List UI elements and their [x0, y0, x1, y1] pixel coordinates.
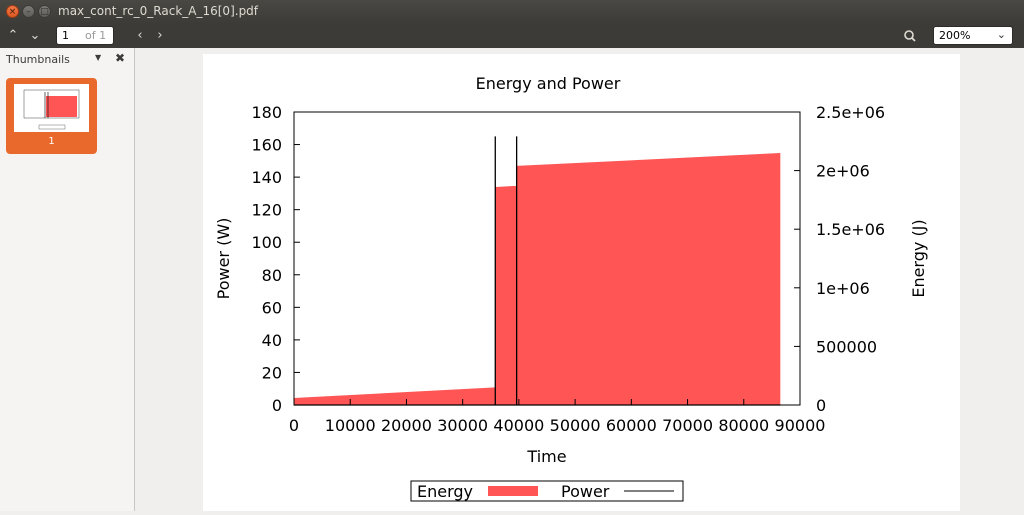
- zoom-select[interactable]: 200% ⌄: [933, 26, 1013, 45]
- x-tick-label: 90000: [775, 416, 826, 435]
- y-tick-label: 80: [262, 266, 282, 285]
- document-viewer[interactable]: Energy and Power 0 20 40 60 80 100 120 140 160 18…: [136, 48, 1024, 511]
- x-tick-label: 80000: [718, 416, 769, 435]
- y2-tick-label: 0: [816, 396, 826, 415]
- search-icon: [904, 30, 916, 42]
- y2-axis-label: Energy (J): [909, 219, 928, 297]
- x-tick-label: 50000: [550, 416, 601, 435]
- y2-axis-tick-labels: 0 500000 1e+06 1.5e+06 2e+06 2.5e+06: [816, 103, 885, 415]
- sidebar: Thumbnails ▼ ✖ 1: [0, 48, 135, 511]
- chevron-up-icon: ⌃: [7, 28, 19, 43]
- page-number-field[interactable]: 1 of 1: [56, 26, 114, 45]
- x-tick-label: 40000: [493, 416, 544, 435]
- sidebar-header: Thumbnails ▼ ✖: [0, 48, 134, 70]
- page-count-label: of 1: [85, 29, 107, 42]
- x-tick-label: 20000: [381, 416, 432, 435]
- sidebar-dropdown-icon[interactable]: ▼: [95, 53, 102, 62]
- y-tick-label: 100: [251, 233, 282, 252]
- title-bar: × – □ max_cont_rc_0_Rack_A_16[0].pdf: [0, 0, 1024, 24]
- x-axis-label: Time: [526, 447, 566, 466]
- y-tick-label: 140: [251, 168, 282, 187]
- y-tick-label: 60: [262, 298, 282, 317]
- back-button[interactable]: ‹: [130, 26, 150, 46]
- legend-swatch-energy: [488, 486, 538, 496]
- forward-button[interactable]: ›: [150, 26, 170, 46]
- minimize-window-button[interactable]: –: [22, 5, 35, 18]
- x-tick-label: 0: [289, 416, 299, 435]
- toolbar: ⌃ ⌄ 1 of 1 ‹ › 200% ⌄: [0, 24, 1024, 48]
- close-window-button[interactable]: ×: [6, 5, 19, 18]
- thumbnail-chart-image: [23, 89, 80, 130]
- y-tick-label: 120: [251, 201, 282, 220]
- x-tick-label: 30000: [437, 416, 488, 435]
- legend: Energy Power: [410, 480, 684, 502]
- search-button[interactable]: [900, 26, 920, 46]
- zoom-value: 200%: [939, 29, 971, 42]
- chevron-down-icon: ⌄: [29, 28, 41, 43]
- y2-tick-label: 2e+06: [816, 162, 870, 181]
- chart: Energy and Power 0 20 40 60 80 100 120 140 160 18…: [214, 74, 928, 502]
- sidebar-title[interactable]: Thumbnails: [6, 53, 70, 66]
- chevron-left-icon: ‹: [137, 28, 143, 43]
- y-tick-label: 160: [251, 136, 282, 155]
- y2-tick-label: 2.5e+06: [816, 103, 885, 122]
- chevron-down-icon: ⌄: [996, 28, 1006, 41]
- y2-tick-label: 1.5e+06: [816, 220, 885, 239]
- y-axis-label: Power (W): [214, 218, 233, 300]
- y2-tick-label: 1e+06: [816, 279, 870, 298]
- window-title: max_cont_rc_0_Rack_A_16[0].pdf: [58, 4, 259, 18]
- pdf-page: Energy and Power 0 20 40 60 80 100 120 140 160 18…: [203, 54, 960, 511]
- x-tick-label: 60000: [606, 416, 657, 435]
- chevron-right-icon: ›: [157, 28, 163, 43]
- legend-box: [410, 480, 684, 502]
- page-current-input[interactable]: 1: [62, 29, 69, 42]
- x-tick-label: 10000: [325, 416, 376, 435]
- plot-area: [293, 111, 801, 406]
- maximize-window-button[interactable]: □: [38, 5, 51, 18]
- legend-label-energy: Energy: [417, 482, 473, 501]
- y-tick-label: 40: [262, 331, 282, 350]
- y-axis-tick-labels: 0 20 40 60 80 100 120 140 160 180: [251, 103, 282, 415]
- y-tick-label: 180: [251, 103, 282, 122]
- y-tick-label: 20: [262, 363, 282, 382]
- legend-label-power: Power: [561, 482, 610, 501]
- page-thumbnail[interactable]: [14, 84, 89, 132]
- y-tick-label: 0: [272, 396, 282, 415]
- chart-title: Energy and Power: [476, 74, 621, 93]
- thumbnail-page-number: 1: [48, 136, 55, 147]
- x-axis-tick-labels: 0 10000 20000 30000 40000 50000 60000 70000 8000…: [289, 416, 826, 435]
- energy-area: [294, 153, 781, 405]
- thumbnail-item[interactable]: 1: [6, 78, 97, 154]
- y2-tick-label: 500000: [816, 337, 877, 356]
- previous-page-button[interactable]: ⌃: [3, 26, 23, 46]
- close-sidebar-icon[interactable]: ✖: [115, 51, 126, 65]
- energy-series: [294, 153, 781, 405]
- x-tick-label: 70000: [662, 416, 713, 435]
- next-page-button[interactable]: ⌄: [25, 26, 45, 46]
